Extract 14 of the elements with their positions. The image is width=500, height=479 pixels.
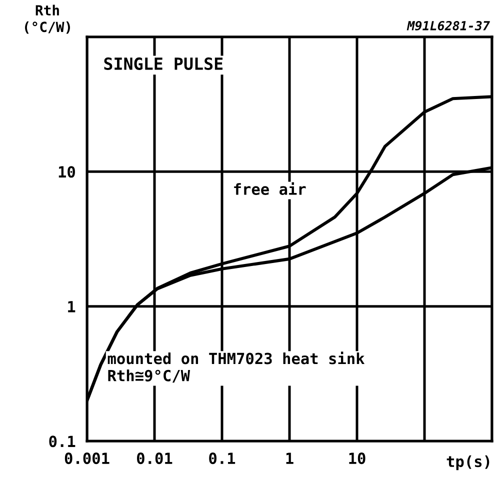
text: M91L6281-37 xyxy=(406,20,490,30)
x-axis-title: tp(s) xyxy=(446,455,490,470)
x-tick-label: 0.001 xyxy=(64,452,110,464)
y-tick-label: 10 xyxy=(58,166,75,178)
y-axis-title: Rth (°C/W) xyxy=(25,4,70,34)
x-tick-label: 1 xyxy=(286,452,294,464)
x-tick-label: 10 xyxy=(349,452,366,464)
x-tick-label: 0.1 xyxy=(209,452,236,464)
annotation: SINGLE PULSE xyxy=(104,57,223,70)
y-tick-label: 1 xyxy=(68,301,76,312)
annotation: mounted on THM7023 heat sink Rth≅9°C/W xyxy=(108,352,365,383)
annotation: free air xyxy=(234,182,306,195)
y-tick-label: 0.1 xyxy=(49,436,76,448)
x-tick-label: 0.01 xyxy=(137,452,172,464)
